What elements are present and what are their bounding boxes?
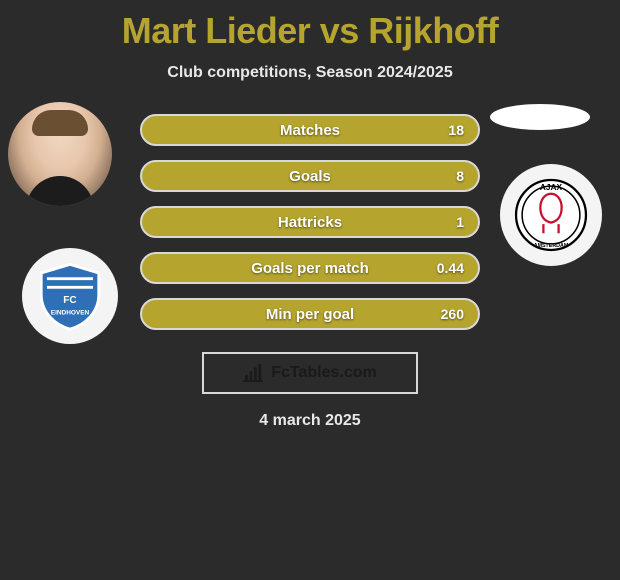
stat-label: Goals per match [251,260,369,277]
club-left-badge: FC EINDHOVEN [22,248,118,344]
club-right-badge: AJAX AMSTERDAM [500,164,602,266]
svg-text:AJAX: AJAX [540,182,563,192]
svg-text:FC: FC [63,295,76,306]
player-left-avatar [8,102,112,206]
stat-bar-min-per-goal: Min per goal 260 [140,298,480,330]
page-title: Mart Lieder vs Rijkhoff [0,0,620,52]
svg-text:EINDHOVEN: EINDHOVEN [51,310,90,317]
stat-label: Hattricks [278,214,342,231]
stat-value: 8 [456,168,464,184]
ajax-icon: AJAX AMSTERDAM [513,177,589,253]
stat-label: Goals [289,168,331,185]
stat-label: Min per goal [266,306,354,323]
stat-bar-goals: Goals 8 [140,160,480,192]
bar-chart-icon [243,364,265,382]
stat-bar-matches: Matches 18 [140,114,480,146]
fc-eindhoven-icon: FC EINDHOVEN [34,260,106,332]
stat-bar-hattricks: Hattricks 1 [140,206,480,238]
stat-value: 260 [441,306,464,322]
subtitle: Club competitions, Season 2024/2025 [0,64,620,82]
player-right-avatar [490,104,590,130]
brand-box: FcTables.com [202,352,418,394]
stat-value: 0.44 [437,260,464,276]
stat-value: 1 [456,214,464,230]
stat-bars: Matches 18 Goals 8 Hattricks 1 Goals per… [140,114,480,330]
stat-label: Matches [280,122,340,139]
date-label: 4 march 2025 [0,412,620,430]
brand-text: FcTables.com [271,364,377,382]
svg-text:AMSTERDAM: AMSTERDAM [534,243,569,249]
stat-value: 18 [448,122,464,138]
stat-bar-goals-per-match: Goals per match 0.44 [140,252,480,284]
comparison-panel: FC EINDHOVEN AJAX AMSTERDAM Matches 18 G… [0,114,620,430]
